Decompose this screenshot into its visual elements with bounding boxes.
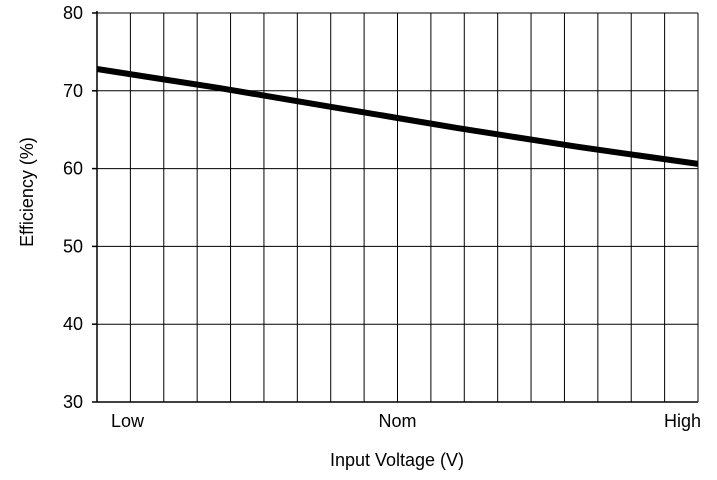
- efficiency-series-line: [96, 66, 699, 167]
- series-layer: [96, 66, 699, 167]
- labels: 30 40 50 60 70 80 Low Nom High: [63, 3, 701, 431]
- y-tick-label: 50: [63, 236, 83, 256]
- y-tick-label: 70: [63, 81, 83, 101]
- y-tick-label: 30: [63, 392, 83, 412]
- y-tick-label: 80: [63, 3, 83, 23]
- grid: [97, 12, 698, 402]
- x-tick-label: Low: [111, 411, 145, 431]
- x-tick-label: High: [664, 411, 701, 431]
- x-tick-label: Nom: [378, 411, 416, 431]
- y-axis-title: Efficiency (%): [17, 137, 37, 247]
- y-tick-label: 40: [63, 314, 83, 334]
- axes: [92, 11, 699, 403]
- x-axis-title: Input Voltage (V): [330, 450, 464, 470]
- y-tick-label: 60: [63, 159, 83, 179]
